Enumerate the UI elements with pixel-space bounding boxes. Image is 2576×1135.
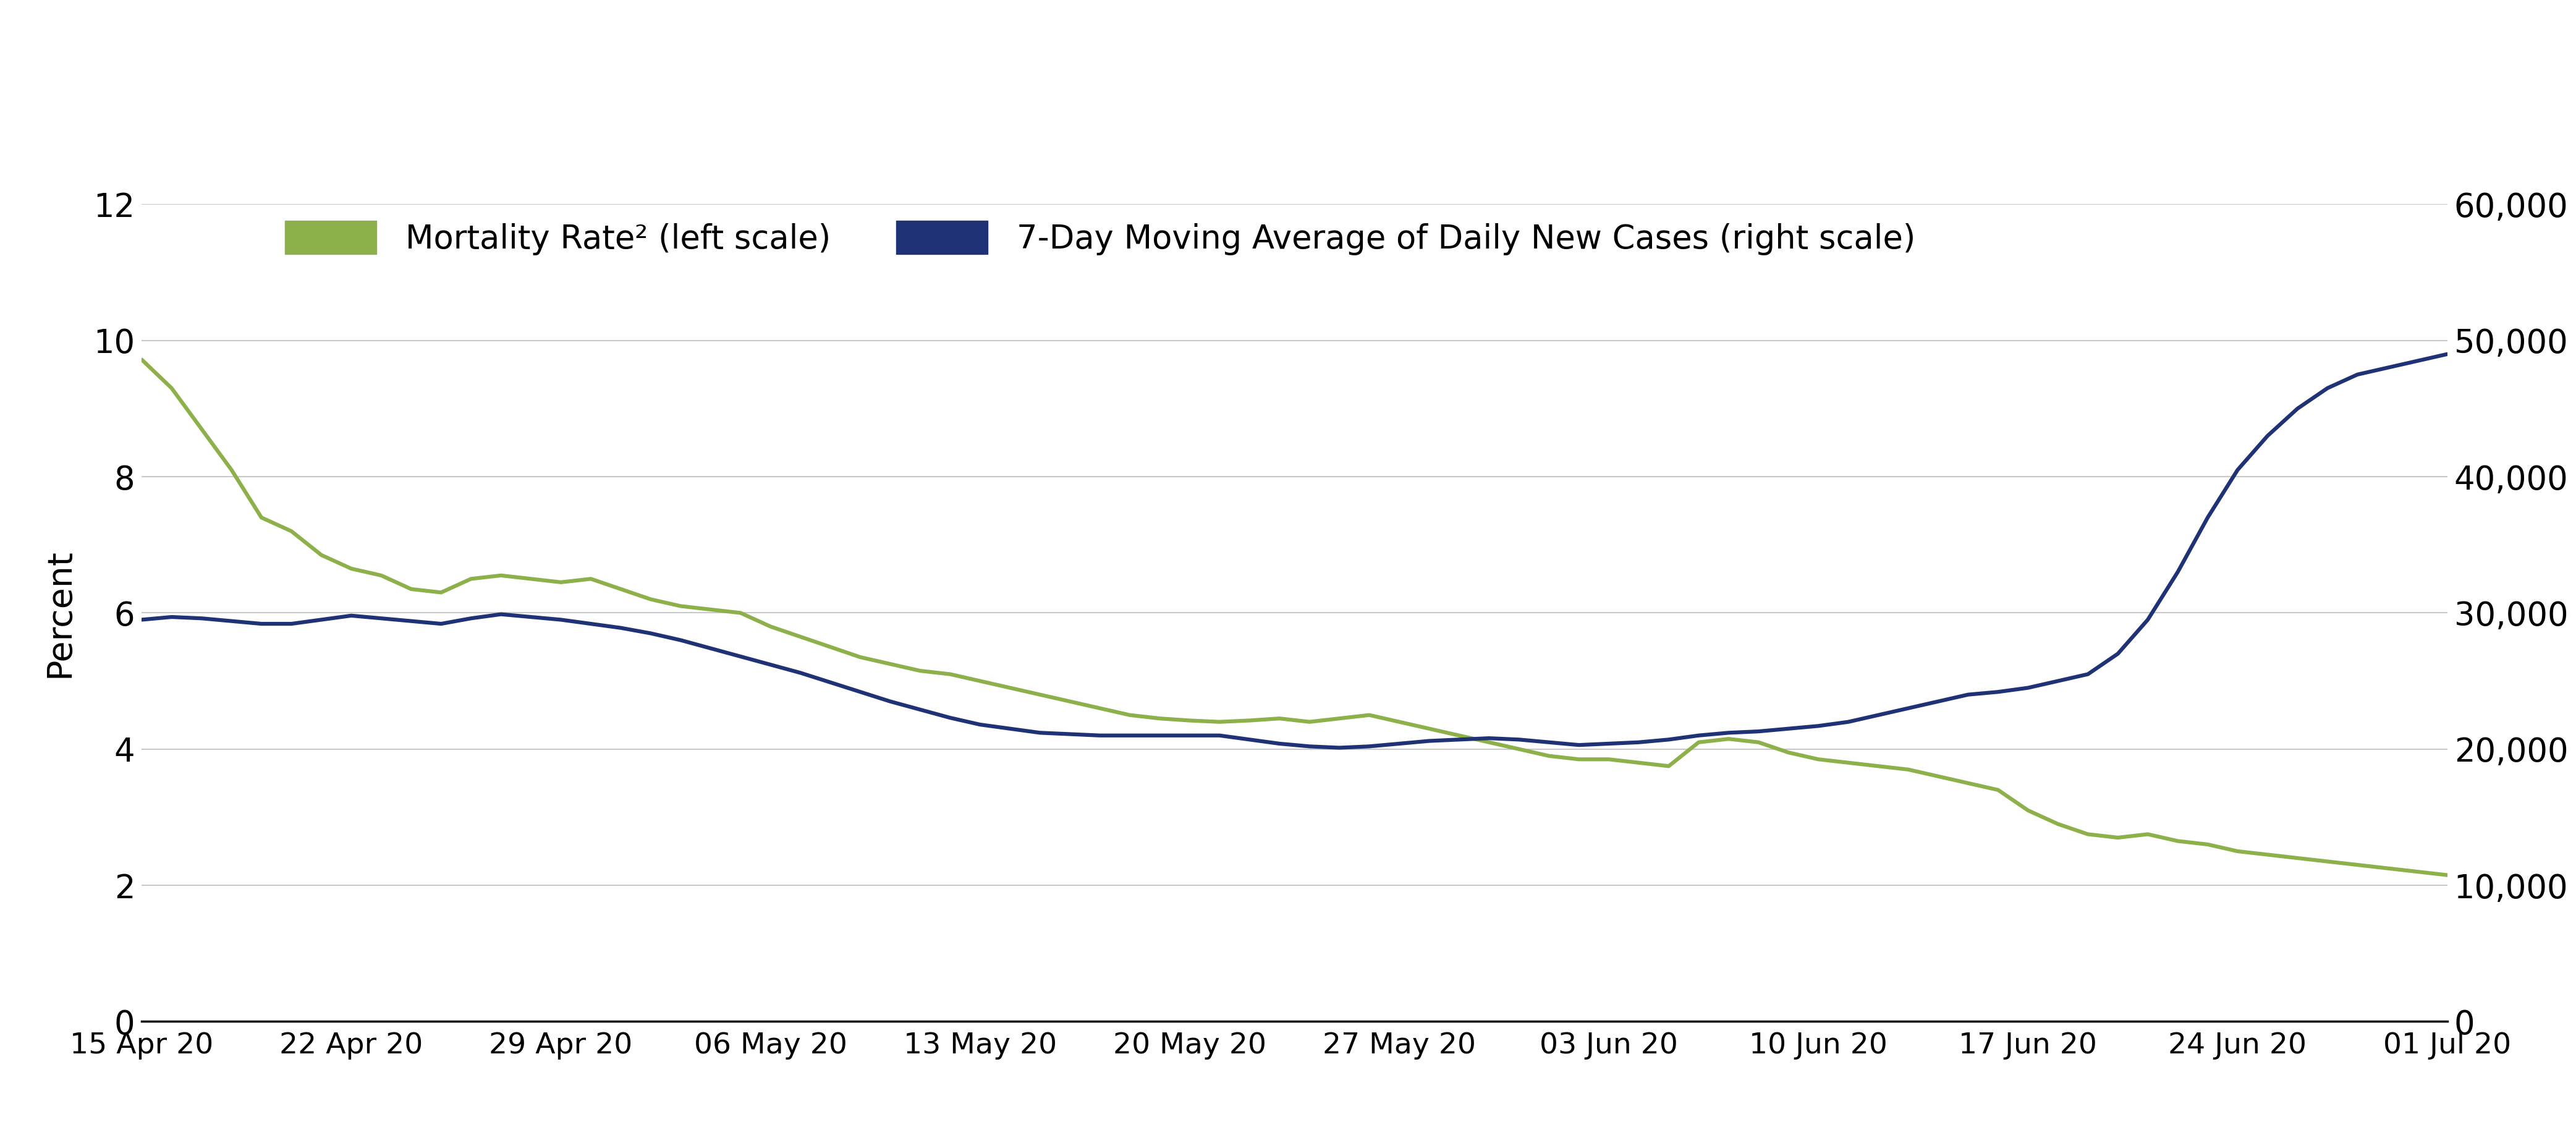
- Y-axis label: Percent: Percent: [44, 548, 77, 678]
- Legend: Mortality Rate² (left scale), 7-Day Moving Average of Daily New Cases (right sca: Mortality Rate² (left scale), 7-Day Movi…: [286, 220, 1917, 255]
